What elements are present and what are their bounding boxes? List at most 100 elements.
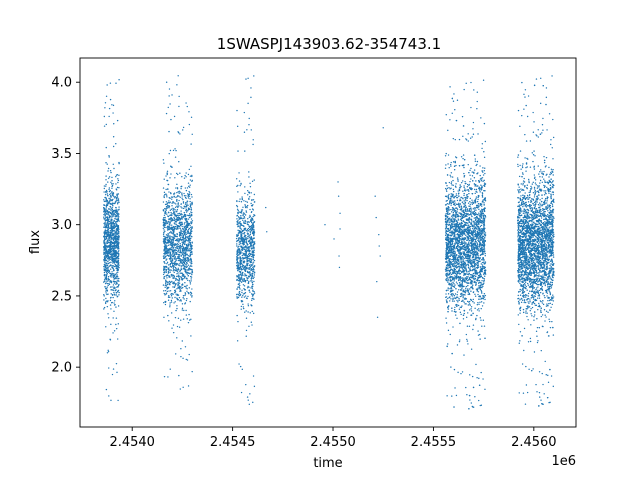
data-point — [467, 312, 469, 314]
data-point — [242, 294, 244, 297]
data-point — [188, 190, 190, 193]
data-point — [113, 220, 116, 222]
data-point — [108, 251, 110, 253]
data-point — [104, 107, 106, 109]
data-point — [241, 249, 244, 252]
data-point — [106, 273, 108, 276]
data-point — [472, 324, 475, 326]
data-point — [190, 218, 193, 220]
data-point — [113, 249, 115, 251]
data-point — [107, 228, 109, 231]
data-point — [174, 290, 177, 293]
data-point — [110, 220, 112, 222]
data-point — [465, 139, 468, 141]
data-point — [239, 232, 241, 234]
data-point — [173, 263, 176, 265]
data-point — [171, 94, 173, 96]
data-point — [467, 288, 469, 290]
data-point — [447, 289, 449, 291]
data-point — [108, 241, 111, 244]
data-point — [246, 190, 249, 192]
data-point — [103, 308, 105, 310]
data-point — [240, 305, 243, 308]
data-point — [483, 151, 485, 153]
data-point — [236, 297, 238, 299]
data-point — [250, 221, 253, 224]
data-point — [475, 198, 477, 200]
data-point — [170, 118, 172, 121]
data-point — [165, 300, 167, 303]
data-point — [167, 264, 170, 266]
data-point — [177, 275, 179, 277]
data-point — [170, 208, 173, 210]
data-point — [178, 256, 181, 258]
data-point — [191, 203, 193, 206]
data-point — [248, 249, 251, 252]
data-point — [182, 249, 184, 252]
data-point — [184, 225, 187, 228]
data-point — [164, 262, 166, 264]
data-point — [172, 252, 174, 255]
data-point — [248, 246, 250, 248]
data-point — [242, 219, 244, 222]
data-point — [181, 287, 183, 290]
data-point — [247, 282, 250, 285]
data-point — [252, 231, 254, 234]
data-point — [106, 211, 108, 213]
data-point — [239, 271, 242, 274]
data-point — [473, 302, 475, 304]
data-point — [112, 163, 114, 165]
data-point — [464, 234, 467, 236]
data-point — [105, 223, 107, 225]
data-point — [189, 203, 192, 205]
data-point — [468, 270, 470, 273]
data-point — [111, 373, 114, 376]
data-point — [165, 249, 167, 251]
data-point — [107, 257, 109, 259]
data-point — [245, 78, 247, 80]
data-point — [236, 340, 239, 342]
data-point — [106, 264, 109, 267]
data-point — [170, 211, 172, 214]
data-point — [178, 195, 180, 198]
data-point — [237, 267, 240, 269]
data-point — [117, 254, 120, 256]
data-point — [235, 237, 238, 240]
data-point — [191, 202, 193, 205]
data-point — [118, 291, 120, 294]
data-point — [174, 226, 176, 228]
data-point — [166, 277, 168, 279]
data-point — [191, 251, 193, 253]
data-point — [114, 239, 117, 241]
data-point — [183, 225, 185, 228]
data-point — [117, 399, 119, 402]
data-point — [117, 278, 119, 280]
data-point — [452, 161, 455, 163]
data-point — [174, 256, 177, 258]
data-point — [465, 289, 467, 291]
data-point — [184, 241, 186, 243]
data-point — [115, 254, 118, 257]
data-point — [239, 258, 242, 260]
data-point — [247, 217, 249, 220]
data-point — [162, 187, 165, 189]
data-point — [186, 359, 189, 361]
data-point — [178, 285, 181, 287]
data-point — [250, 229, 252, 231]
data-point — [244, 254, 246, 257]
data-point — [244, 295, 247, 297]
data-point — [105, 213, 108, 215]
data-point — [253, 385, 256, 388]
data-point — [110, 399, 112, 402]
data-point — [179, 227, 181, 230]
data-point — [243, 267, 245, 269]
data-point — [182, 275, 184, 277]
data-point — [109, 304, 112, 306]
data-point — [466, 208, 469, 210]
data-point — [176, 240, 178, 242]
data-point — [445, 293, 447, 295]
data-point — [168, 295, 170, 297]
data-point — [163, 239, 165, 242]
data-point — [244, 273, 246, 275]
data-point — [163, 265, 165, 268]
